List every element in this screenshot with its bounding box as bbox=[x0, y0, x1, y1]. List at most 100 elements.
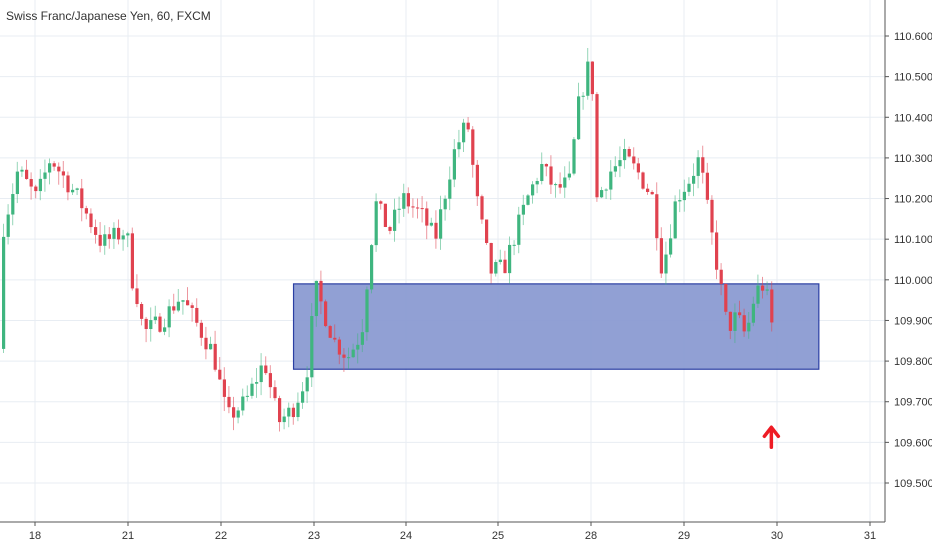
candle-up bbox=[751, 303, 755, 323]
candle-up bbox=[245, 395, 249, 397]
candle-down bbox=[480, 196, 484, 220]
candle-down bbox=[25, 169, 29, 180]
candle-down bbox=[144, 318, 148, 330]
candle-down bbox=[135, 288, 139, 305]
candle-down bbox=[710, 199, 714, 233]
candle-down bbox=[186, 300, 190, 306]
candle-down bbox=[273, 387, 277, 399]
candle-up bbox=[176, 301, 180, 311]
zone-layer bbox=[292, 283, 820, 370]
candle-up bbox=[756, 285, 760, 304]
chart-title: Swiss Franc/Japanese Yen, 60, FXCM bbox=[6, 9, 211, 23]
candle-up bbox=[153, 316, 157, 321]
candle-up bbox=[287, 407, 291, 417]
candle-down bbox=[636, 163, 640, 173]
candle-down bbox=[324, 301, 328, 327]
candle-up bbox=[167, 306, 171, 328]
candle-down bbox=[558, 184, 562, 188]
candle-down bbox=[117, 227, 121, 240]
candle-down bbox=[719, 269, 723, 284]
candle-down bbox=[264, 365, 268, 374]
candle-down bbox=[485, 219, 489, 243]
candle-up bbox=[121, 235, 125, 240]
candle-up bbox=[347, 357, 351, 359]
x-tick-label: 25 bbox=[492, 530, 504, 542]
candle-down bbox=[140, 304, 144, 319]
x-tick-label: 21 bbox=[122, 530, 134, 542]
candle-down bbox=[742, 315, 746, 332]
y-tick-label: 109.600 bbox=[894, 437, 932, 449]
candle-down bbox=[213, 343, 217, 370]
candle-up bbox=[397, 208, 401, 210]
candle-up bbox=[531, 184, 535, 196]
candle-up bbox=[181, 300, 185, 302]
candle-up bbox=[517, 214, 521, 245]
candle-down bbox=[466, 122, 470, 130]
candle-down bbox=[544, 164, 548, 167]
candle-up bbox=[11, 194, 15, 215]
candle-up bbox=[370, 245, 374, 290]
candle-down bbox=[190, 305, 194, 308]
candle-down bbox=[98, 234, 102, 246]
candle-down bbox=[549, 166, 553, 185]
candle-up bbox=[448, 179, 452, 199]
resistance-zone[interactable] bbox=[292, 283, 820, 370]
candle-up bbox=[112, 227, 116, 239]
candle-down bbox=[319, 280, 323, 302]
candle-down bbox=[204, 337, 208, 350]
candle-up bbox=[687, 183, 691, 192]
candle-up bbox=[498, 259, 502, 263]
candle-up bbox=[259, 365, 263, 383]
candle-up bbox=[314, 280, 318, 317]
candle-up bbox=[600, 190, 604, 198]
candle-up bbox=[43, 172, 47, 179]
candle-up bbox=[563, 177, 567, 188]
candle-down bbox=[172, 306, 176, 311]
candle-down bbox=[595, 94, 599, 198]
candle-up bbox=[241, 396, 245, 411]
candle-down bbox=[57, 166, 61, 172]
y-tick-label: 110.000 bbox=[894, 275, 932, 287]
candle-up bbox=[494, 262, 498, 274]
candle-down bbox=[728, 311, 732, 331]
candle-down bbox=[627, 149, 631, 157]
y-tick-label: 110.400 bbox=[894, 112, 932, 124]
y-tick-label: 109.700 bbox=[894, 397, 932, 409]
candle-up bbox=[581, 95, 585, 97]
x-tick-label: 31 bbox=[864, 530, 876, 542]
y-tick-label: 110.600 bbox=[894, 31, 932, 43]
candle-down bbox=[61, 171, 65, 176]
x-tick-label: 24 bbox=[400, 530, 412, 542]
candle-up bbox=[393, 209, 397, 231]
candle-up bbox=[255, 382, 259, 384]
candle-down bbox=[770, 289, 774, 323]
candle-up bbox=[692, 175, 696, 184]
candle-up bbox=[301, 391, 305, 403]
x-tick-label: 23 bbox=[308, 530, 320, 542]
candle-up bbox=[586, 61, 590, 96]
candle-down bbox=[659, 238, 663, 274]
candle-down bbox=[227, 396, 231, 408]
candle-down bbox=[333, 337, 337, 340]
marker-layer bbox=[762, 425, 781, 450]
candle-down bbox=[406, 193, 410, 207]
y-tick-label: 109.900 bbox=[894, 315, 932, 327]
candle-down bbox=[218, 369, 222, 380]
candle-down bbox=[701, 157, 705, 173]
candle-down bbox=[383, 203, 387, 227]
candle-up bbox=[554, 184, 558, 186]
candle-down bbox=[337, 339, 341, 355]
candle-up bbox=[682, 191, 686, 201]
x-tick-label: 28 bbox=[585, 530, 597, 542]
y-tick-label: 110.200 bbox=[894, 194, 932, 206]
candle-down bbox=[80, 188, 84, 209]
y-tick-label: 110.100 bbox=[894, 234, 932, 246]
candle-up bbox=[439, 209, 443, 239]
candle-down bbox=[158, 316, 162, 332]
candle-down bbox=[278, 398, 282, 423]
candle-down bbox=[34, 186, 38, 192]
arrow-up-icon[interactable] bbox=[762, 425, 781, 450]
candle-down bbox=[471, 129, 475, 165]
